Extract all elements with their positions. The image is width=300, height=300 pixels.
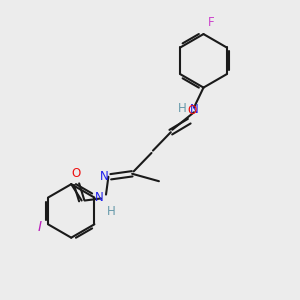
Text: O: O bbox=[187, 104, 196, 117]
Text: H: H bbox=[178, 102, 187, 115]
Text: N: N bbox=[95, 191, 104, 204]
Text: H: H bbox=[107, 205, 116, 218]
Text: N: N bbox=[100, 170, 108, 183]
Text: N: N bbox=[190, 103, 198, 116]
Text: I: I bbox=[38, 220, 42, 234]
Text: O: O bbox=[71, 167, 80, 180]
Text: F: F bbox=[208, 16, 214, 29]
